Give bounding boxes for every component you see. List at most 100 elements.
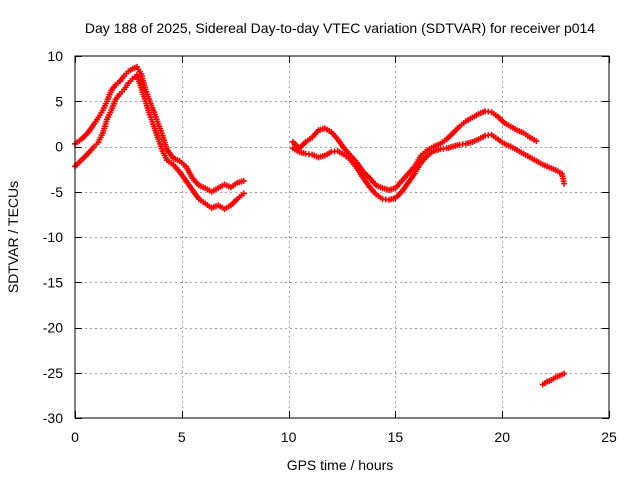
- data-point-trail: [445, 131, 455, 141]
- data-point-trail: [548, 165, 557, 173]
- data-point-trail: [349, 159, 359, 170]
- data-point-trail: [355, 167, 366, 180]
- data-point-trail: [236, 192, 245, 201]
- data-point-trail: [324, 126, 333, 134]
- data-point-trail: [394, 190, 404, 200]
- data-point-trail: [361, 176, 372, 189]
- data-point-trail: [535, 159, 544, 167]
- data-point-trail: [304, 135, 313, 144]
- x-axis-label: GPS time / hours: [287, 457, 394, 473]
- data-point-trail: [190, 188, 201, 201]
- data-point-trail: [100, 100, 109, 112]
- y-tick-label: -10: [43, 229, 63, 245]
- data-point-trail: [503, 141, 512, 149]
- data-point-trail: [151, 111, 161, 125]
- y-tick-label: 0: [55, 139, 63, 155]
- data-point-trail: [458, 119, 467, 128]
- data-point-trail: [432, 141, 442, 149]
- data-point-trail: [114, 92, 122, 101]
- data-point-trail: [388, 185, 397, 193]
- data-point-trail: [236, 178, 245, 186]
- data-point-trail: [217, 182, 226, 190]
- data-point-trail: [522, 151, 531, 160]
- data-point: [240, 190, 247, 197]
- data-point-trail: [86, 122, 96, 135]
- data-point-trail: [96, 109, 105, 119]
- data-point-trail: [223, 182, 232, 190]
- data-point-trail: [177, 170, 188, 183]
- data-point-trail: [426, 144, 435, 152]
- data-point-trail: [147, 100, 157, 113]
- data-point-trail: [204, 202, 213, 210]
- data-point-trail: [178, 159, 187, 168]
- data-point-trail: [368, 186, 378, 196]
- data-point-trail: [210, 186, 219, 194]
- data-point-trail: [419, 154, 429, 164]
- y-tick-label: -20: [43, 320, 63, 336]
- data-point-trail: [311, 152, 320, 160]
- series-segment-2-lower: [289, 131, 568, 203]
- data-point-trail: [80, 131, 90, 141]
- data-point-trail: [109, 83, 118, 92]
- series-segment-1-upper: [72, 63, 247, 195]
- data-point-trail: [554, 168, 563, 176]
- y-tick-label: 10: [47, 48, 63, 64]
- data-point-trail: [509, 124, 519, 133]
- data-point-trail: [490, 110, 499, 119]
- data-point-trail: [497, 137, 506, 146]
- data-point-trail: [184, 179, 195, 192]
- data-point-trail: [210, 203, 219, 211]
- data-point-trail: [160, 150, 169, 161]
- data-point-trail: [156, 138, 165, 152]
- data-point-trail: [522, 131, 531, 139]
- data-point-trail: [135, 66, 143, 75]
- data-point-trail: [165, 158, 175, 167]
- data-point-trail: [223, 203, 232, 211]
- data-point-trail: [143, 88, 152, 102]
- data-point-trail: [109, 98, 118, 112]
- y-tick-label: 5: [55, 93, 63, 109]
- data-point-trail: [310, 129, 320, 139]
- data-point-trail: [541, 162, 551, 170]
- data-point-trail: [329, 130, 340, 141]
- data-point-trail: [104, 89, 114, 103]
- data-point-trail: [361, 170, 372, 180]
- data-point-trail: [516, 148, 525, 156]
- data-point-trail: [229, 197, 239, 207]
- data-point-trail: [559, 173, 567, 185]
- data-point-trail: [477, 109, 486, 117]
- data-point-trail: [432, 146, 442, 154]
- data-point-trail: [529, 155, 538, 163]
- x-tick-label: 10: [281, 429, 297, 445]
- data-point-trail: [184, 165, 195, 180]
- data-point-trail: [477, 133, 486, 142]
- data-point-trail: [516, 128, 525, 136]
- x-tick-label: 0: [71, 429, 79, 445]
- x-tick-label: 5: [178, 429, 186, 445]
- data-point-trail: [204, 186, 213, 194]
- data-point-trail: [343, 153, 352, 162]
- data-point-trail: [80, 152, 90, 162]
- data-point-trail: [336, 149, 345, 157]
- data-point-trail: [388, 195, 397, 203]
- data-point-trail: [445, 144, 454, 151]
- x-tick-label: 15: [388, 429, 404, 445]
- y-tick-label: -30: [43, 410, 63, 426]
- data-point-trail: [191, 176, 201, 187]
- data-point-trail: [165, 148, 175, 160]
- y-tick-label: -25: [43, 365, 63, 381]
- data-point-trail: [509, 144, 519, 152]
- data-point-trail: [412, 161, 423, 175]
- data-point-trail: [74, 137, 83, 146]
- ticks: 0 5 10 15 20 25 10 5 0 -5 -10 -15 -20 -25 -30: [43, 48, 617, 445]
- data-point-trail: [355, 161, 366, 174]
- data-point-trail: [73, 158, 83, 168]
- data-point-trail: [420, 148, 429, 157]
- data-point-trail: [465, 115, 474, 123]
- y-tick-label: -5: [51, 184, 64, 200]
- data-point-trail: [156, 123, 165, 137]
- data-point-trail: [426, 149, 435, 158]
- data-point-trail: [375, 183, 384, 191]
- data-point: [533, 138, 540, 145]
